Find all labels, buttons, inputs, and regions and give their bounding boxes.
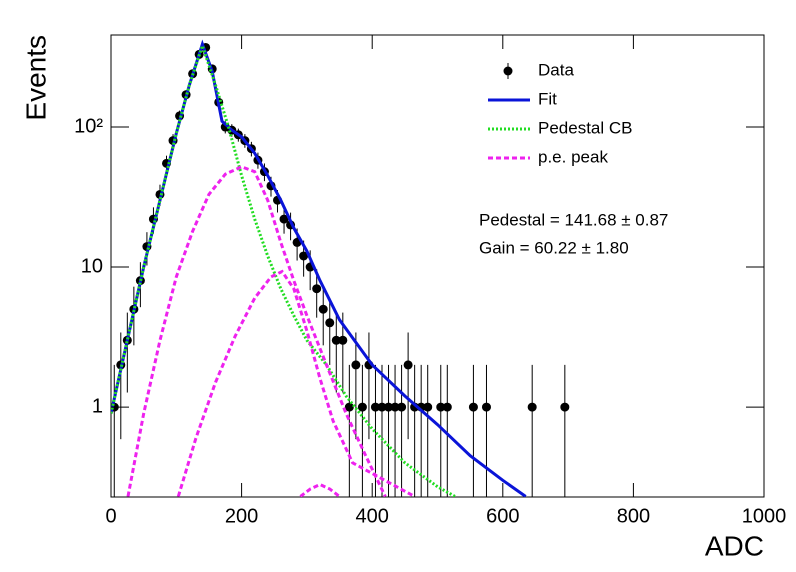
curve	[299, 482, 341, 497]
data-point	[318, 304, 328, 314]
data-point	[351, 360, 361, 370]
data-point	[279, 214, 289, 224]
data-point	[423, 402, 433, 412]
x-tick-label: 200	[225, 505, 258, 527]
y-tick-label: 10	[81, 255, 103, 277]
data-point	[384, 402, 394, 412]
data-point	[344, 402, 354, 412]
annotation: Gain = 60.22 ± 1.80	[479, 238, 629, 257]
x-tick-label: 800	[617, 505, 650, 527]
y-tick-label: 10²	[74, 115, 103, 137]
y-axis-label: Events	[20, 35, 51, 121]
curve	[176, 269, 416, 497]
annotation: Pedestal = 141.68 ± 0.87	[479, 210, 668, 229]
frame	[110, 34, 765, 498]
x-tick-label: 0	[105, 505, 116, 527]
curve	[126, 165, 387, 497]
data-point	[436, 402, 446, 412]
data-point	[468, 402, 478, 412]
data-point	[338, 335, 348, 345]
data-point	[331, 335, 341, 345]
legend-swatch	[503, 66, 513, 76]
data-point	[442, 402, 452, 412]
data-point	[377, 402, 387, 412]
x-tick-label: 1000	[742, 505, 787, 527]
data-point	[299, 251, 309, 261]
legend-label: Data	[538, 60, 574, 79]
x-axis-label: ADC	[705, 530, 764, 561]
data-point	[312, 284, 322, 294]
plot-area	[111, 39, 570, 497]
legend-label: Pedestal CB	[538, 118, 633, 137]
data-point	[370, 402, 380, 412]
data-point	[403, 360, 413, 370]
y-tick-label: 1	[92, 395, 103, 417]
data-point	[527, 402, 537, 412]
legend-label: Fit	[538, 89, 557, 108]
data-point	[481, 402, 491, 412]
x-tick-label: 600	[486, 505, 519, 527]
x-tick-label: 400	[356, 505, 389, 527]
curve	[111, 41, 456, 497]
data-point	[560, 402, 570, 412]
data-point	[397, 402, 407, 412]
legend-label: p.e. peak	[538, 147, 608, 166]
data-point	[357, 402, 367, 412]
data-point	[390, 402, 400, 412]
data-point	[325, 318, 335, 328]
